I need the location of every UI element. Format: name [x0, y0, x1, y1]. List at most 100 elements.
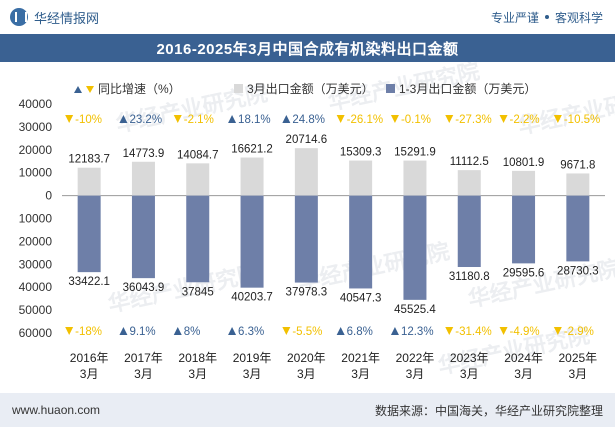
ytd-growth-label: -18%	[75, 326, 102, 338]
y-tick-label: 30000	[19, 257, 53, 271]
ytd-bar	[77, 195, 101, 273]
ytd-growth-up-triangle-icon	[336, 327, 345, 335]
ytd-growth-label: -31.4%	[455, 326, 491, 338]
ytd-growth-label: -5.5%	[292, 326, 322, 338]
footer: www.huaon.com 数据来源：中国海关，华经产业研究院整理	[0, 393, 615, 427]
ytd-value-label: 29595.6	[503, 267, 545, 279]
ytd-value-label: 36043.9	[123, 282, 165, 294]
legend-march-label: 3月出口金额（万美元）	[247, 81, 374, 96]
ytd-growth-label: -2.9%	[564, 326, 594, 338]
top-bar: 华经情报网 专业严谨 客观科学	[0, 0, 615, 34]
ytd-bar	[186, 195, 210, 283]
ytd-growth-up-triangle-icon	[173, 327, 182, 335]
ytd-growth-label: 8%	[184, 326, 201, 338]
march-value-label: 14084.7	[177, 149, 219, 161]
title-bar: 2016-2025年3月中国合成有机染料出口金额	[0, 34, 615, 62]
legend: 同比增速（%） 3月出口金额（万美元） 1-3月出口金额（万美元）	[74, 81, 536, 96]
march-growth-down-triangle-icon	[445, 115, 454, 123]
march-bar	[294, 148, 318, 196]
brand[interactable]: 华经情报网	[10, 8, 99, 27]
march-growth-down-triangle-icon	[390, 115, 399, 123]
tagline-right: 客观科学	[554, 10, 603, 25]
march-growth-down-triangle-icon	[336, 115, 345, 123]
march-bar	[566, 173, 590, 196]
ytd-bar	[240, 195, 264, 288]
x-category-month: 3月	[188, 367, 207, 381]
y-tick-label: 20000	[19, 143, 53, 157]
march-growth-label: 18.1%	[238, 114, 271, 126]
march-growth-down-triangle-icon	[553, 115, 562, 123]
march-bar	[457, 170, 481, 196]
ytd-growth-down-triangle-icon	[282, 327, 291, 335]
legend-march-swatch	[234, 84, 243, 93]
y-tick-label: 30000	[19, 120, 53, 134]
march-growth-up-triangle-icon	[228, 115, 237, 123]
x-category-year: 2024年	[504, 351, 543, 365]
ytd-growth-up-triangle-icon	[390, 327, 399, 335]
x-category-year: 2022年	[396, 351, 435, 365]
x-category-year: 2017年	[124, 351, 163, 365]
y-tick-label: 10000	[19, 212, 53, 226]
x-category-month: 3月	[243, 367, 262, 381]
march-growth-down-triangle-icon	[173, 115, 182, 123]
tagline: 专业严谨 客观科学	[491, 9, 603, 26]
march-bar	[349, 160, 373, 196]
ytd-value-label: 45525.4	[394, 304, 436, 316]
ytd-value-label: 37978.3	[286, 287, 328, 299]
march-value-label: 12183.7	[68, 154, 110, 166]
bars	[77, 148, 590, 300]
march-value-label: 10801.9	[503, 157, 545, 169]
ytd-bar	[403, 195, 427, 300]
brand-logo-icon	[10, 8, 28, 26]
march-value-label: 15309.3	[340, 147, 382, 159]
ytd-growth-label: 6.8%	[347, 326, 373, 338]
march-growth-down-triangle-icon	[499, 115, 508, 123]
march-bar	[512, 170, 536, 196]
x-category-year: 2020年	[287, 351, 326, 365]
legend-growth-label: 同比增速（%）	[98, 82, 181, 96]
march-bar	[240, 157, 264, 196]
march-growth-label: -26.1%	[347, 114, 383, 126]
x-category-year: 2019年	[233, 351, 272, 365]
value-labels: 12183.7 33422.1 14773.9 36043.9 14084.7 37845…	[68, 134, 598, 316]
march-growth-label: -0.1%	[401, 114, 431, 126]
march-growth-label: -10%	[75, 114, 102, 126]
march-value-label: 11112.5	[450, 156, 489, 168]
x-category-month: 3月	[569, 367, 588, 381]
x-category-year: 2021年	[341, 351, 380, 365]
x-axis: 2016年 3月 2017年 3月 2018年 3月 2019年 3月 2020年 3月 2021年…	[70, 351, 597, 381]
y-tick-label: 0	[45, 189, 52, 203]
ytd-growth-down-triangle-icon	[553, 327, 562, 335]
x-category-year: 2025年	[558, 351, 597, 365]
footer-url[interactable]: www.huaon.com	[12, 403, 101, 417]
y-tick-label: 40000	[19, 280, 53, 294]
ytd-value-label: 28730.3	[557, 265, 599, 277]
ytd-growth-label: 12.3%	[401, 326, 434, 338]
growth-labels: -10% -18% 23.2% 9.1% -2.1% 8% 18.1% 6.3% 24.8% -5…	[65, 114, 600, 338]
ytd-value-label: 40547.3	[340, 292, 382, 304]
ytd-bar	[457, 195, 481, 268]
legend-ytd-label: 1-3月出口金额（万美元）	[399, 81, 536, 96]
march-bar	[131, 161, 155, 196]
ytd-value-label: 37845	[182, 286, 214, 298]
y-tick-label: 40000	[19, 97, 53, 111]
watermark-text: 华经产业研究院	[466, 255, 615, 312]
ytd-value-label: 31180.8	[449, 271, 490, 283]
ytd-value-label: 33422.1	[68, 276, 110, 288]
ytd-bar	[131, 195, 155, 279]
march-value-label: 9671.8	[560, 159, 595, 171]
ytd-bar	[294, 195, 318, 283]
march-growth-label: -27.3%	[455, 114, 491, 126]
legend-down-triangle-icon	[86, 86, 94, 93]
march-growth-label: 24.8%	[292, 114, 325, 126]
march-growth-label: -2.2%	[510, 114, 540, 126]
march-value-label: 20714.6	[286, 134, 328, 146]
x-category-year: 2016年	[70, 351, 109, 365]
ytd-growth-label: -4.9%	[510, 326, 540, 338]
x-category-month: 3月	[406, 367, 425, 381]
y-tick-label: 60000	[19, 326, 53, 340]
ytd-growth-down-triangle-icon	[65, 327, 74, 335]
march-bar	[403, 160, 427, 196]
march-value-label: 15291.9	[394, 147, 436, 159]
